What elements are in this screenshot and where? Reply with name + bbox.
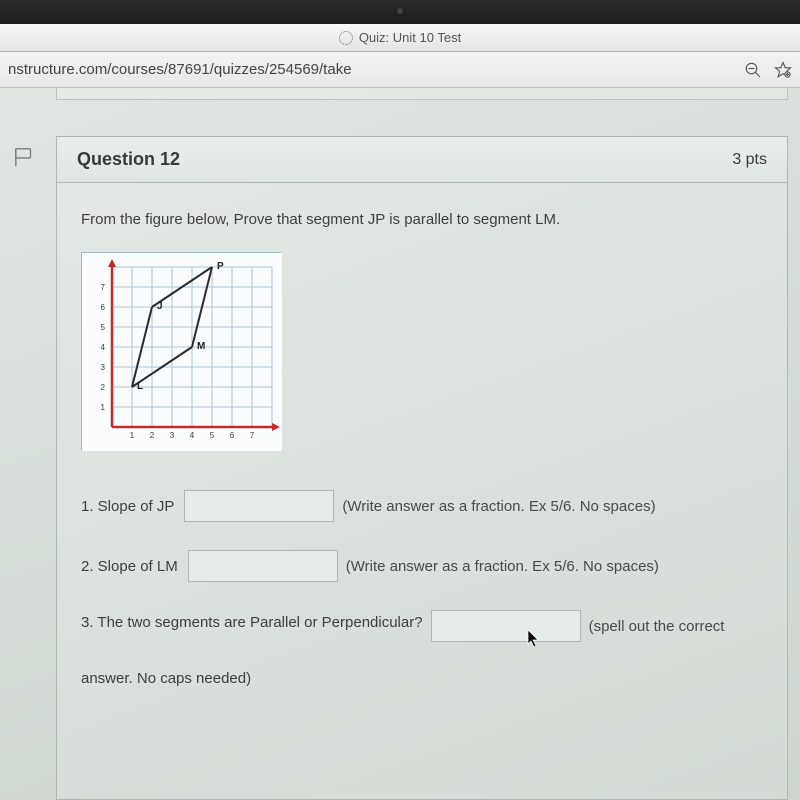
grid-plot: 1 2 3 4 5 6 7 1 2 3 4 5 6 7 J P L M [82,253,282,451]
camera-dot [397,8,403,14]
page-viewport: Question 12 3 pts From the figure below,… [0,88,800,800]
svg-text:6: 6 [101,303,106,312]
question-card: Question 12 3 pts From the figure below,… [56,136,788,800]
figure-graph: 1 2 3 4 5 6 7 1 2 3 4 5 6 7 J P L M [81,252,281,450]
svg-text:4: 4 [101,343,106,352]
answer-3-label: 3. The two segments are Parallel or Perp… [81,614,423,631]
browser-urlbar[interactable]: nstructure.com/courses/87691/quizzes/254… [0,52,800,88]
question-points: 3 pts [732,151,767,169]
answer-1-hint: (Write answer as a fraction. Ex 5/6. No … [342,498,655,515]
svg-text:2: 2 [101,383,106,392]
question-number: Question 12 [77,149,732,170]
previous-question-box [56,88,788,100]
svg-text:P: P [217,261,224,272]
answer-3-continuation: answer. No caps needed) [81,670,763,687]
svg-text:7: 7 [250,431,255,440]
svg-text:L: L [137,381,143,392]
svg-text:1: 1 [130,431,135,440]
svg-text:3: 3 [170,431,175,440]
answer-2-label: 2. Slope of LM [81,558,178,575]
answer-row-1: 1. Slope of JP (Write answer as a fracti… [81,490,763,522]
answer-3-hint: (spell out the correct [589,618,725,635]
mouse-cursor-icon [527,629,541,649]
svg-text:J: J [157,301,163,312]
zoom-out-icon[interactable] [744,61,762,79]
svg-text:5: 5 [210,431,215,440]
svg-text:7: 7 [101,283,106,292]
svg-text:3: 3 [101,363,106,372]
svg-text:4: 4 [190,431,195,440]
star-favorite-icon[interactable] [774,61,792,79]
browser-titlebar: Quiz: Unit 10 Test [0,24,800,52]
svg-text:5: 5 [101,323,106,332]
answer-1-input[interactable] [184,490,334,522]
question-body: From the figure below, Prove that segmen… [57,183,787,715]
answer-1-label: 1. Slope of JP [81,498,174,515]
tab-title: Quiz: Unit 10 Test [359,30,461,45]
answer-2-input[interactable] [188,550,338,582]
svg-text:2: 2 [150,431,155,440]
loading-icon [339,31,353,45]
url-text: nstructure.com/courses/87691/quizzes/254… [8,61,732,78]
svg-text:1: 1 [101,403,106,412]
question-header: Question 12 3 pts [57,137,787,183]
question-prompt: From the figure below, Prove that segmen… [81,211,763,228]
svg-text:6: 6 [230,431,235,440]
answer-2-hint: (Write answer as a fraction. Ex 5/6. No … [346,558,659,575]
answer-row-3: 3. The two segments are Parallel or Perp… [81,610,763,642]
laptop-frame: Quiz: Unit 10 Test nstructure.com/course… [0,0,800,800]
flag-question-icon[interactable] [14,146,36,168]
answer-3-input[interactable] [431,610,581,642]
svg-text:M: M [197,341,205,352]
answer-row-2: 2. Slope of LM (Write answer as a fracti… [81,550,763,582]
